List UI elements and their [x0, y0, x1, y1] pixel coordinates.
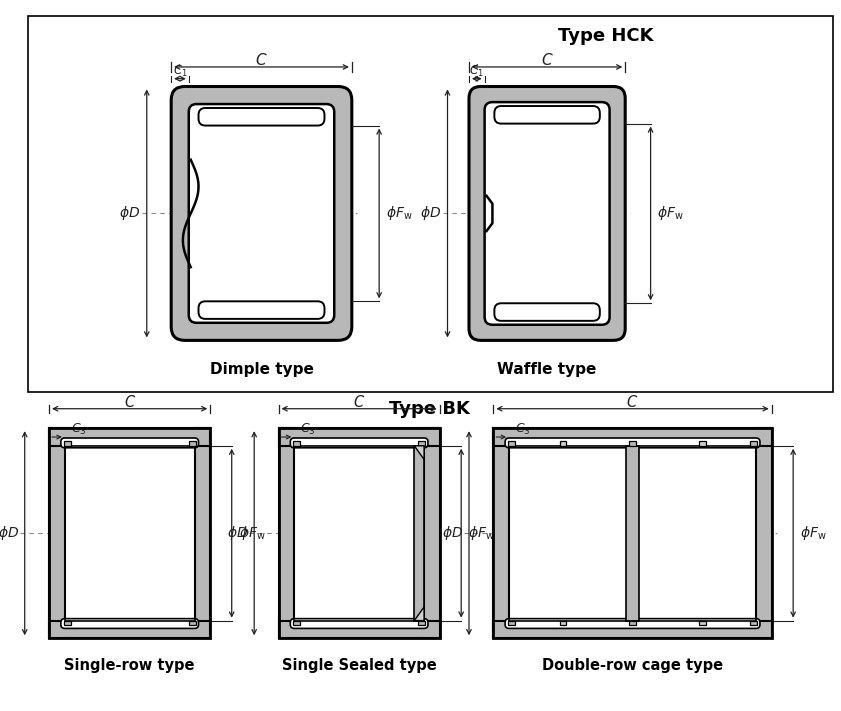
Bar [699, 621, 706, 626]
Bar [494, 428, 772, 638]
Bar [494, 428, 509, 638]
Bar [627, 446, 639, 621]
Bar [278, 428, 294, 638]
Text: $C_3$: $C_3$ [515, 422, 531, 437]
FancyBboxPatch shape [469, 87, 625, 341]
Bar [294, 446, 424, 621]
FancyBboxPatch shape [61, 619, 198, 629]
FancyBboxPatch shape [290, 438, 428, 448]
Bar [278, 428, 440, 638]
Text: $C$: $C$ [124, 394, 135, 410]
Text: $C$: $C$ [353, 394, 365, 410]
Text: Waffle type: Waffle type [497, 362, 597, 377]
Bar [508, 621, 515, 626]
FancyBboxPatch shape [188, 104, 334, 323]
Bar [188, 441, 196, 446]
Bar [49, 428, 65, 638]
Bar [750, 621, 757, 626]
Bar [28, 16, 833, 392]
Bar [64, 441, 71, 446]
FancyBboxPatch shape [172, 87, 352, 341]
FancyBboxPatch shape [198, 301, 325, 319]
Bar [194, 428, 210, 638]
Bar [508, 441, 515, 446]
Bar [559, 621, 566, 626]
Text: Dimple type: Dimple type [209, 362, 314, 377]
Bar [65, 446, 194, 621]
Bar [559, 441, 566, 446]
Bar [629, 621, 636, 626]
Bar [188, 621, 196, 626]
Text: $C$: $C$ [627, 394, 638, 410]
Text: $\phi F_{\mathrm{w}}$: $\phi F_{\mathrm{w}}$ [386, 205, 413, 223]
Text: $C_1$: $C_1$ [469, 64, 484, 80]
Text: $C_3$: $C_3$ [300, 422, 315, 437]
Bar [49, 428, 210, 446]
Bar [418, 621, 425, 626]
Bar [629, 441, 636, 446]
Text: $C$: $C$ [541, 52, 553, 68]
Bar [756, 428, 772, 638]
Text: Type BK: Type BK [389, 400, 470, 418]
Bar [424, 428, 440, 638]
FancyBboxPatch shape [484, 102, 610, 325]
Bar [64, 621, 71, 626]
Text: $\phi F_{\mathrm{w}}$: $\phi F_{\mathrm{w}}$ [239, 524, 265, 542]
Text: $\phi D$: $\phi D$ [119, 205, 140, 223]
Bar [278, 621, 440, 638]
Bar [418, 441, 425, 446]
Bar [65, 446, 194, 621]
Polygon shape [415, 446, 424, 459]
Bar [750, 441, 757, 446]
Text: $C_3$: $C_3$ [71, 422, 87, 437]
Polygon shape [415, 607, 424, 621]
FancyBboxPatch shape [505, 619, 760, 629]
Bar [278, 428, 440, 638]
Bar [494, 428, 772, 446]
FancyBboxPatch shape [61, 438, 198, 448]
Bar [699, 441, 706, 446]
FancyBboxPatch shape [505, 438, 760, 448]
Bar [494, 428, 772, 638]
FancyBboxPatch shape [495, 304, 600, 321]
Bar [294, 621, 300, 626]
Text: $\phi F_{\mathrm{w}}$: $\phi F_{\mathrm{w}}$ [658, 205, 684, 223]
Text: $\phi D$: $\phi D$ [227, 524, 248, 542]
Bar [494, 621, 772, 638]
Bar [294, 441, 300, 446]
Text: $C_1$: $C_1$ [172, 64, 188, 80]
FancyBboxPatch shape [290, 619, 428, 629]
Text: $\phi D$: $\phi D$ [442, 524, 463, 542]
Bar [49, 428, 210, 638]
Text: $\phi D$: $\phi D$ [0, 524, 19, 542]
Text: $\phi F_{\mathrm{w}}$: $\phi F_{\mathrm{w}}$ [800, 524, 827, 542]
Text: $\phi F_{\mathrm{w}}$: $\phi F_{\mathrm{w}}$ [468, 524, 495, 542]
Bar [415, 446, 424, 621]
FancyBboxPatch shape [495, 106, 600, 124]
Bar [509, 446, 756, 621]
Bar [509, 446, 756, 621]
Text: Single-row type: Single-row type [65, 658, 195, 673]
FancyBboxPatch shape [198, 108, 325, 126]
Text: $\phi D$: $\phi D$ [420, 205, 441, 223]
Bar [278, 428, 440, 446]
Text: Single Sealed type: Single Sealed type [282, 658, 436, 673]
Bar [49, 621, 210, 638]
Text: $C$: $C$ [255, 52, 267, 68]
Text: Double-row cage type: Double-row cage type [542, 658, 723, 673]
Bar [49, 428, 210, 638]
Text: Type HCK: Type HCK [558, 27, 653, 45]
Bar [294, 446, 424, 621]
